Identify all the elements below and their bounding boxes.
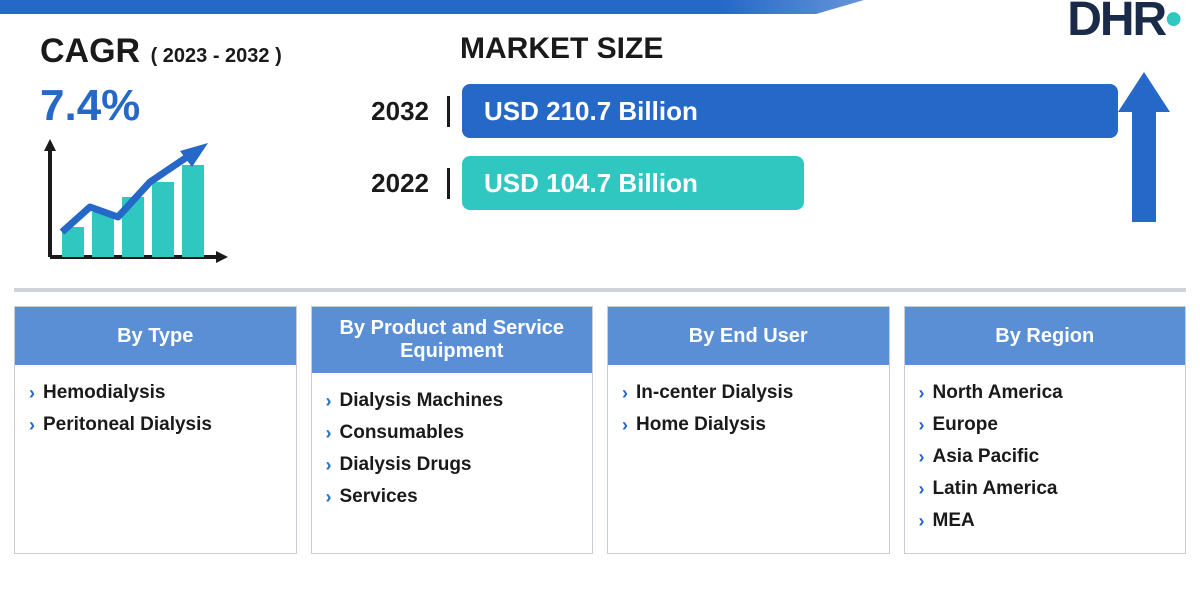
cagr-value: 7.4% [40, 81, 320, 131]
segment-item-label: In-center Dialysis [636, 382, 793, 404]
market-size-block: MARKET SIZE 2032 USD 210.7 Billion 2022 … [340, 32, 1160, 272]
segment-item: › Hemodialysis [29, 377, 282, 409]
segment-item-label: Asia Pacific [933, 446, 1040, 468]
segment-item: › Consumables [326, 417, 579, 449]
segment-column-type: By Type › Hemodialysis › Peritoneal Dialysi… [14, 306, 297, 554]
segment-body: › In-center Dialysis › Home Dialysis [608, 365, 889, 457]
chevron-right-icon: › [919, 447, 925, 468]
segment-body: › North America › Europe › Asia Pacific › Latin… [905, 365, 1186, 553]
cagr-label: CAGR [40, 32, 140, 70]
segment-item: › Services [326, 481, 579, 513]
cagr-heading-row: CAGR ( 2023 - 2032 ) [40, 32, 320, 71]
segment-item-label: Europe [933, 414, 998, 436]
bar-container: USD 104.7 Billion [450, 156, 1160, 210]
segment-header: By End User [608, 307, 889, 365]
bar-value-label: USD 104.7 Billion [484, 168, 698, 199]
logo-dot-icon: • [1165, 0, 1180, 46]
bar-row-2022: 2022 USD 104.7 Billion [340, 156, 1160, 210]
chevron-right-icon: › [919, 383, 925, 404]
chevron-right-icon: › [326, 391, 332, 412]
chevron-right-icon: › [326, 423, 332, 444]
segment-item: › Dialysis Drugs [326, 449, 579, 481]
top-banner-stripe [0, 0, 1200, 14]
segment-column-enduser: By End User › In-center Dialysis › Home Dia… [607, 306, 890, 554]
segment-item: › Latin America [919, 473, 1172, 505]
segment-item-label: MEA [933, 510, 975, 532]
chevron-right-icon: › [919, 415, 925, 436]
growth-chart-icon [40, 137, 320, 272]
segment-header: By Product and Service Equipment [312, 307, 593, 373]
segment-item: › Home Dialysis [622, 409, 875, 441]
bar-year-label: 2022 [340, 168, 450, 199]
chevron-right-icon: › [29, 383, 35, 404]
upper-section: CAGR ( 2023 - 2032 ) 7.4% MARKET SIZE 2 [0, 14, 1200, 282]
market-size-title: MARKET SIZE [460, 32, 1160, 66]
segment-header: By Region [905, 307, 1186, 365]
chevron-right-icon: › [29, 415, 35, 436]
up-arrow-icon [1118, 72, 1170, 227]
segment-title: By Type [117, 325, 193, 348]
chevron-right-icon: › [919, 479, 925, 500]
bar-value-label: USD 210.7 Billion [484, 96, 698, 127]
segment-item-label: Dialysis Machines [340, 390, 504, 412]
market-bar-2022: USD 104.7 Billion [462, 156, 804, 210]
chevron-right-icon: › [622, 383, 628, 404]
segment-item-label: Hemodialysis [43, 382, 166, 404]
cagr-block: CAGR ( 2023 - 2032 ) 7.4% [40, 32, 320, 272]
segment-item: › North America [919, 377, 1172, 409]
segment-item-label: North America [933, 382, 1063, 404]
segment-item-label: Dialysis Drugs [340, 454, 472, 476]
segment-item: › Asia Pacific [919, 441, 1172, 473]
bar-container: USD 210.7 Billion [450, 84, 1160, 138]
segment-title: By Product and Service Equipment [320, 317, 585, 363]
cagr-years: ( 2023 - 2032 ) [151, 45, 282, 67]
segment-item: › MEA [919, 505, 1172, 537]
segment-item: › Dialysis Machines [326, 385, 579, 417]
bar-year-label: 2032 [340, 96, 450, 127]
segment-column-product: By Product and Service Equipment › Dialys… [311, 306, 594, 554]
chevron-right-icon: › [326, 455, 332, 476]
segment-item-label: Home Dialysis [636, 414, 766, 436]
chevron-right-icon: › [622, 415, 628, 436]
segment-title: By Region [995, 325, 1094, 348]
segment-body: › Hemodialysis › Peritoneal Dialysis [15, 365, 296, 457]
segment-title: By End User [689, 325, 808, 348]
bar-row-2032: 2032 USD 210.7 Billion [340, 84, 1160, 138]
segment-header: By Type [15, 307, 296, 365]
segment-body: › Dialysis Machines › Consumables › Dialysis … [312, 373, 593, 529]
segment-item-label: Consumables [340, 422, 465, 444]
segment-item-label: Services [340, 486, 418, 508]
segment-item: › Peritoneal Dialysis [29, 409, 282, 441]
market-bar-2032: USD 210.7 Billion [462, 84, 1118, 138]
segment-item-label: Latin America [933, 478, 1058, 500]
segment-item: › Europe [919, 409, 1172, 441]
chevron-right-icon: › [326, 487, 332, 508]
chevron-right-icon: › [919, 511, 925, 532]
segments-grid: By Type › Hemodialysis › Peritoneal Dialysi… [0, 292, 1200, 568]
segment-item-label: Peritoneal Dialysis [43, 414, 212, 436]
segment-column-region: By Region › North America › Europe › Asia Pac… [904, 306, 1187, 554]
segment-item: › In-center Dialysis [622, 377, 875, 409]
